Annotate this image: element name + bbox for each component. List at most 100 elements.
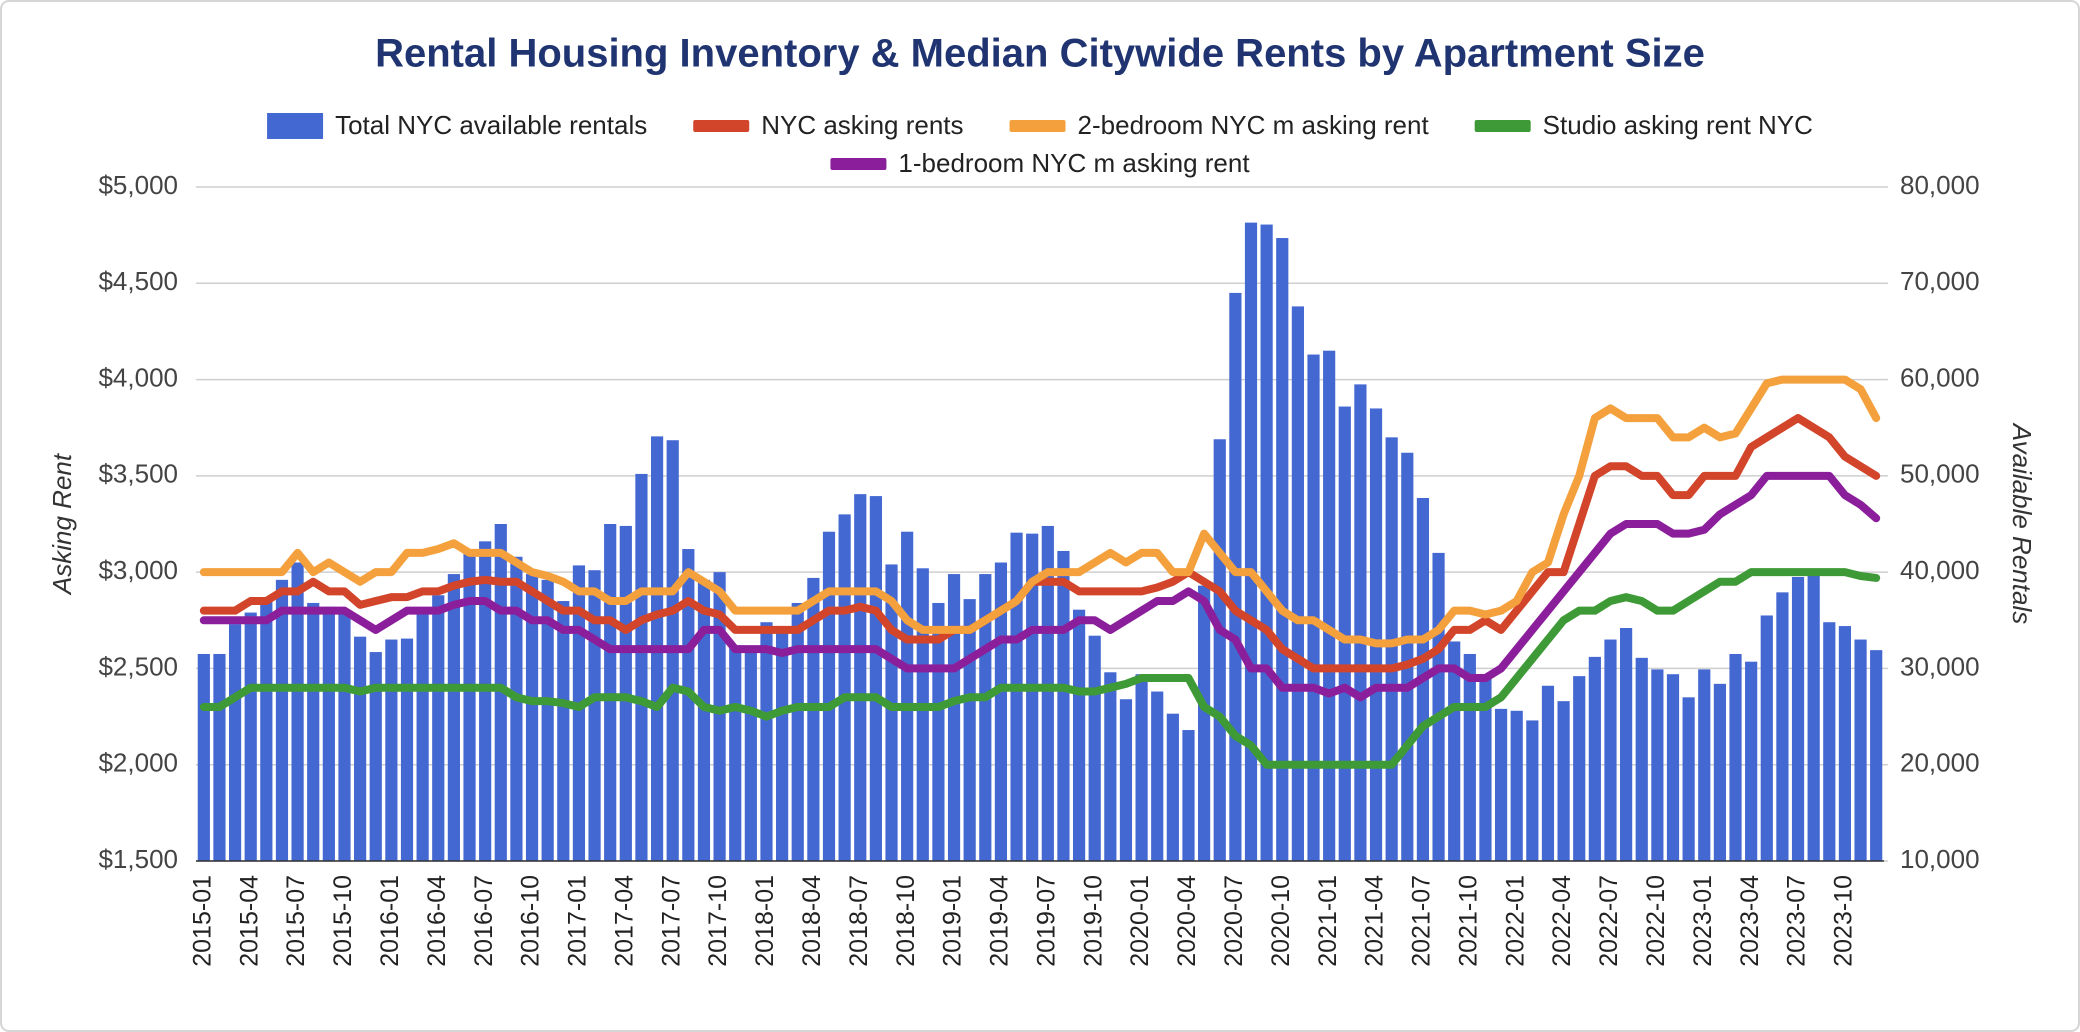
y2-tick-label: 40,000 — [1900, 555, 1980, 585]
bar — [1823, 622, 1836, 861]
legend-swatch — [1009, 120, 1066, 132]
legend-label: 2-bedroom NYC m asking rent — [1078, 110, 1430, 140]
legend-label: 1-bedroom NYC m asking rent — [898, 148, 1250, 178]
bar — [1745, 661, 1758, 861]
bar — [1213, 439, 1226, 861]
x-tick-label: 2016-04 — [423, 875, 451, 967]
bar — [432, 595, 445, 861]
bar — [1838, 626, 1852, 861]
bar — [1135, 674, 1148, 861]
x-tick-label: 2021-01 — [1314, 875, 1342, 967]
y-tick-label: $1,500 — [98, 844, 178, 874]
bar — [682, 549, 695, 861]
legend-item: Total NYC available rentals — [267, 110, 647, 140]
legend-swatch — [830, 158, 887, 170]
x-tick-label: 2020-01 — [1126, 875, 1154, 967]
bar — [1698, 669, 1711, 861]
x-tick-label: 2023-01 — [1689, 875, 1717, 967]
y-tick-label: $4,500 — [98, 266, 178, 296]
bar — [1573, 676, 1586, 861]
bar — [604, 524, 617, 861]
x-tick-label: 2020-04 — [1173, 875, 1201, 967]
bar — [1760, 615, 1773, 861]
y2-tick-label: 50,000 — [1900, 459, 1980, 489]
bar — [228, 624, 242, 861]
bar — [275, 579, 289, 861]
bar — [885, 564, 898, 861]
bar — [1620, 627, 1633, 861]
y-tick-label: $2,500 — [98, 651, 178, 681]
x-tick-label: 2022-07 — [1595, 875, 1623, 967]
bar — [1588, 656, 1601, 861]
x-tick-label: 2022-10 — [1642, 875, 1670, 967]
bar — [1510, 710, 1523, 861]
legend-label: NYC asking rents — [761, 110, 963, 140]
bar — [869, 496, 882, 861]
bar — [1151, 691, 1164, 861]
bar — [1541, 685, 1555, 861]
bar — [697, 579, 711, 861]
bar — [1807, 572, 1820, 861]
x-tick-label: 2019-10 — [1079, 875, 1107, 967]
bar — [572, 565, 586, 861]
line — [199, 471, 1881, 702]
bar — [416, 614, 429, 861]
y-tick-label: $3,500 — [98, 459, 178, 489]
bar — [1432, 552, 1445, 861]
bar — [1010, 532, 1023, 861]
x-tick-label: 2018-10 — [892, 875, 920, 967]
x-tick-label: 2015-01 — [188, 875, 216, 967]
line — [199, 568, 1881, 769]
bar — [1557, 701, 1570, 861]
bar — [1026, 533, 1039, 861]
bar — [447, 574, 460, 861]
bar — [1479, 678, 1492, 861]
bar — [385, 639, 398, 861]
bar — [1854, 639, 1867, 861]
x-tick-label: 2016-10 — [517, 875, 545, 967]
legend-item: 2-bedroom NYC m asking rent — [1009, 110, 1430, 140]
x-tick-label: 2022-01 — [1501, 875, 1529, 967]
y2-tick-label: 70,000 — [1900, 266, 1980, 296]
bar — [1604, 639, 1617, 861]
bar — [1119, 699, 1133, 861]
bar — [1338, 406, 1351, 861]
bar — [400, 638, 414, 861]
y2-tick-label: 30,000 — [1900, 651, 1980, 681]
bar — [1526, 720, 1539, 861]
bar — [1791, 576, 1805, 861]
bar — [479, 541, 492, 861]
bar — [838, 514, 851, 861]
bar — [213, 653, 226, 861]
bar — [1104, 672, 1117, 861]
bar — [307, 602, 320, 861]
bar — [947, 574, 961, 861]
bar — [1291, 306, 1304, 861]
x-tick-label: 2015-10 — [329, 875, 357, 967]
y2-tick-label: 20,000 — [1900, 748, 1980, 778]
legend-item: NYC asking rents — [693, 110, 964, 140]
bar — [1088, 635, 1101, 861]
legend-label: Total NYC available rentals — [335, 110, 647, 140]
bar — [1166, 713, 1179, 861]
bar — [1307, 354, 1320, 861]
bar — [1354, 384, 1367, 861]
bar — [1260, 224, 1273, 862]
bar — [1229, 292, 1242, 861]
legend-swatch — [693, 120, 750, 132]
bar — [557, 601, 570, 861]
bar — [791, 602, 804, 861]
bar — [1729, 653, 1742, 861]
bar — [244, 612, 257, 861]
bar — [1463, 653, 1476, 861]
bar — [1635, 657, 1648, 861]
y-tick-label: $2,000 — [98, 748, 178, 778]
bar — [1401, 452, 1414, 861]
legend-item: 1-bedroom NYC m asking rent — [830, 148, 1250, 178]
x-tick-label: 2020-07 — [1220, 875, 1248, 967]
x-tick-label: 2023-10 — [1830, 875, 1858, 967]
bar — [197, 653, 210, 861]
bar — [916, 568, 929, 861]
bar — [1713, 683, 1726, 861]
